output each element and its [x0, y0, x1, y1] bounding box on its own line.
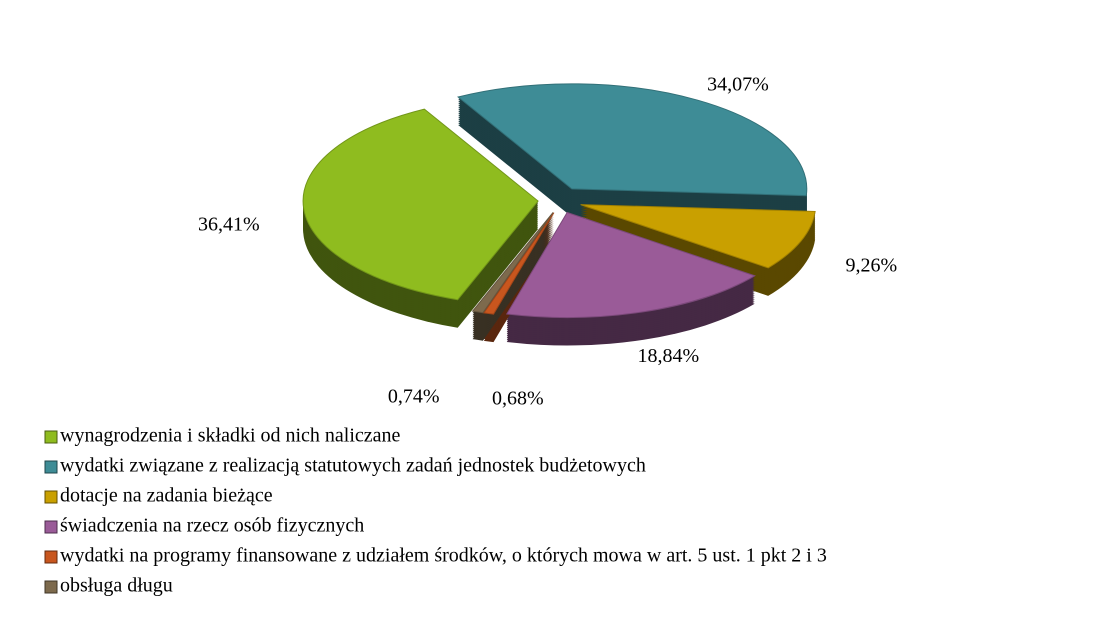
slice [482, 212, 555, 315]
data-label: 18,84% [637, 345, 699, 367]
slice [505, 211, 756, 318]
legend-marker [44, 460, 58, 474]
legend-label: wynagrodzenia i składki od nich naliczan… [60, 425, 401, 447]
legend-marker [44, 430, 58, 444]
slice [580, 204, 816, 269]
legend-marker [44, 550, 58, 564]
slice [471, 212, 554, 314]
legend-label: świadczenia na rzecz osób fizycznych [60, 515, 364, 537]
legend-marker [44, 520, 58, 534]
legend-label: dotacje na zadania bieżące [60, 485, 273, 507]
legend-label: obsługa długu [60, 575, 173, 597]
slice [457, 83, 808, 197]
slice [302, 108, 539, 301]
data-label: 0,68% [492, 387, 544, 409]
legend-label: wydatki związane z realizacją statutowyc… [60, 455, 646, 477]
data-label: 34,07% [707, 73, 769, 95]
data-label: 9,26% [846, 254, 898, 276]
data-label: 36,41% [198, 213, 260, 235]
legend-marker [44, 580, 58, 594]
data-label: 0,74% [388, 385, 440, 407]
legend-label: wydatki na programy finansowane z udział… [60, 545, 827, 567]
legend-marker [44, 490, 58, 504]
